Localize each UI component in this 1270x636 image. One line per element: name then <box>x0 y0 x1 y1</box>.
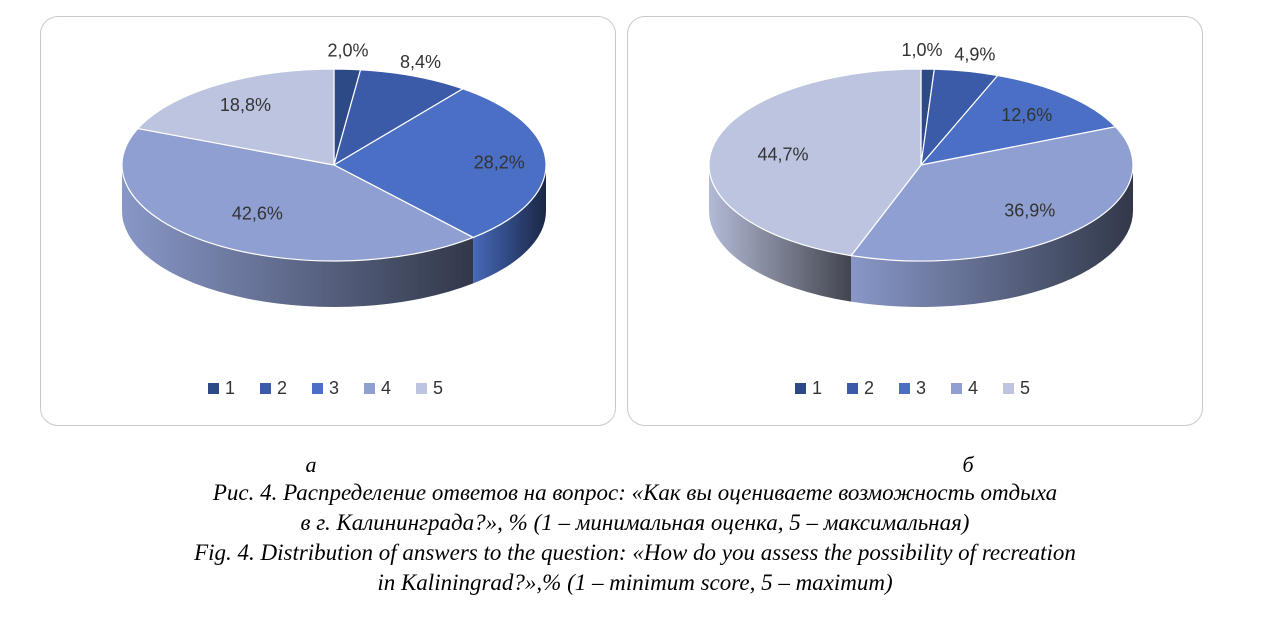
legend-swatch-4 <box>364 383 375 394</box>
data-label-5: 18,8% <box>220 95 271 115</box>
panel-label-a: а <box>305 452 317 477</box>
legend-label-4: 4 <box>381 378 391 398</box>
caption-ru-line1: Рис. 4. Распределение ответов на вопрос:… <box>212 480 1058 505</box>
legend-swatch-4 <box>951 383 962 394</box>
legend-swatch-1 <box>208 383 219 394</box>
legend-label-2: 2 <box>864 378 874 398</box>
pie-chart-a: 2,0% 8,4% 28,2% 42,6% 18,8% 1 2 3 4 5 <box>121 40 547 398</box>
legend-swatch-5 <box>1003 383 1014 394</box>
legend-swatch-1 <box>795 383 806 394</box>
legend-label-5: 5 <box>1020 378 1030 398</box>
legend-label-5: 5 <box>433 378 443 398</box>
data-label-5: 44,7% <box>758 144 809 164</box>
data-label-4: 42,6% <box>232 203 283 223</box>
pie-slice-4 <box>121 127 475 262</box>
legend-label-4: 4 <box>968 378 978 398</box>
caption-ru-line2: в г. Калининграда?», % (1 – минимальная … <box>300 510 970 535</box>
legend-swatch-3 <box>899 383 910 394</box>
data-label-4: 36,9% <box>1004 201 1055 221</box>
data-label-1: 2,0% <box>327 40 368 60</box>
data-label-2: 8,4% <box>400 52 441 72</box>
legend-swatch-3 <box>312 383 323 394</box>
figure-caption: Рис. 4. Распределение ответов на вопрос:… <box>0 478 1270 598</box>
chart-panel-b: 1,0% 4,9% 12,6% 36,9% 44,7% 1 2 3 4 5 <box>627 16 1203 426</box>
pie-side-4 <box>122 165 474 307</box>
pie-slice-5 <box>708 68 922 257</box>
pie-side-4 <box>851 165 1133 307</box>
pie-chart-b: 1,0% 4,9% 12,6% 36,9% 44,7% 1 2 3 4 5 <box>708 40 1134 398</box>
pie-slice-3 <box>332 88 547 239</box>
legend-swatch-2 <box>260 383 271 394</box>
data-label-3: 28,2% <box>474 153 525 173</box>
caption-en-line2: in Kaliningrad?»,% (1 – minimum score, 5… <box>377 570 893 595</box>
data-label-1: 1,0% <box>901 40 942 60</box>
legend-label-1: 1 <box>225 378 235 398</box>
pie-slice-4 <box>850 126 1134 262</box>
panel-label-b: б <box>962 452 974 477</box>
chart-panel-a: 2,0% 8,4% 28,2% 42,6% 18,8% 1 2 3 4 5 <box>40 16 616 426</box>
pie-side-3 <box>473 165 546 284</box>
data-label-2: 4,9% <box>954 45 995 65</box>
legend-label-3: 3 <box>329 378 339 398</box>
pie-side-5 <box>709 165 852 302</box>
legend-label-3: 3 <box>916 378 926 398</box>
pie-slice-2 <box>333 69 465 167</box>
legend-swatch-5 <box>416 383 427 394</box>
data-label-3: 12,6% <box>1001 105 1052 125</box>
legend-label-1: 1 <box>812 378 822 398</box>
caption-en-line1: Fig. 4. Distribution of answers to the q… <box>194 540 1076 565</box>
pie-slice-5 <box>136 68 335 166</box>
pie-slice-3 <box>919 74 1117 166</box>
legend-label-2: 2 <box>277 378 287 398</box>
legend-swatch-2 <box>847 383 858 394</box>
